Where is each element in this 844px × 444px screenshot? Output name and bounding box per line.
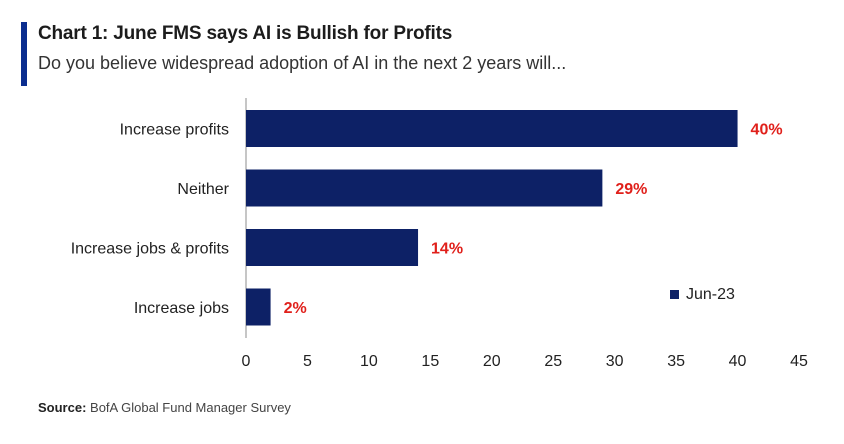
category-label: Increase jobs & profits xyxy=(71,241,229,258)
chart-subtitle: Do you believe widespread adoption of AI… xyxy=(38,53,567,73)
legend-swatch xyxy=(670,290,679,299)
category-label: Neither xyxy=(177,181,229,198)
data-label: 2% xyxy=(284,300,307,317)
x-tick-label: 40 xyxy=(729,353,747,370)
x-tick-label: 10 xyxy=(360,353,378,370)
bar xyxy=(246,288,271,326)
x-tick-label: 20 xyxy=(483,353,501,370)
data-label: 14% xyxy=(431,241,463,258)
source-text: BofA Global Fund Manager Survey xyxy=(90,400,291,415)
category-label: Increase profits xyxy=(120,122,229,139)
bar xyxy=(246,169,603,207)
data-label: 40% xyxy=(751,122,783,139)
x-tick-label: 15 xyxy=(421,353,439,370)
x-tick-label: 0 xyxy=(242,353,251,370)
legend-label: Jun-23 xyxy=(686,286,735,303)
source-note: Source: BofA Global Fund Manager Survey xyxy=(38,400,291,415)
bar xyxy=(246,110,738,147)
x-tick-label: 5 xyxy=(303,353,312,370)
x-tick-label: 30 xyxy=(606,353,624,370)
category-label: Increase jobs xyxy=(134,300,229,317)
title-accent-bar xyxy=(21,22,27,86)
source-label: Source: xyxy=(38,400,87,415)
bar xyxy=(246,229,419,266)
x-tick-label: 35 xyxy=(667,353,685,370)
x-tick-label: 25 xyxy=(544,353,562,370)
chart-title: Chart 1: June FMS says AI is Bullish for… xyxy=(38,23,453,44)
x-tick-label: 45 xyxy=(790,353,808,370)
data-label: 29% xyxy=(615,181,647,198)
